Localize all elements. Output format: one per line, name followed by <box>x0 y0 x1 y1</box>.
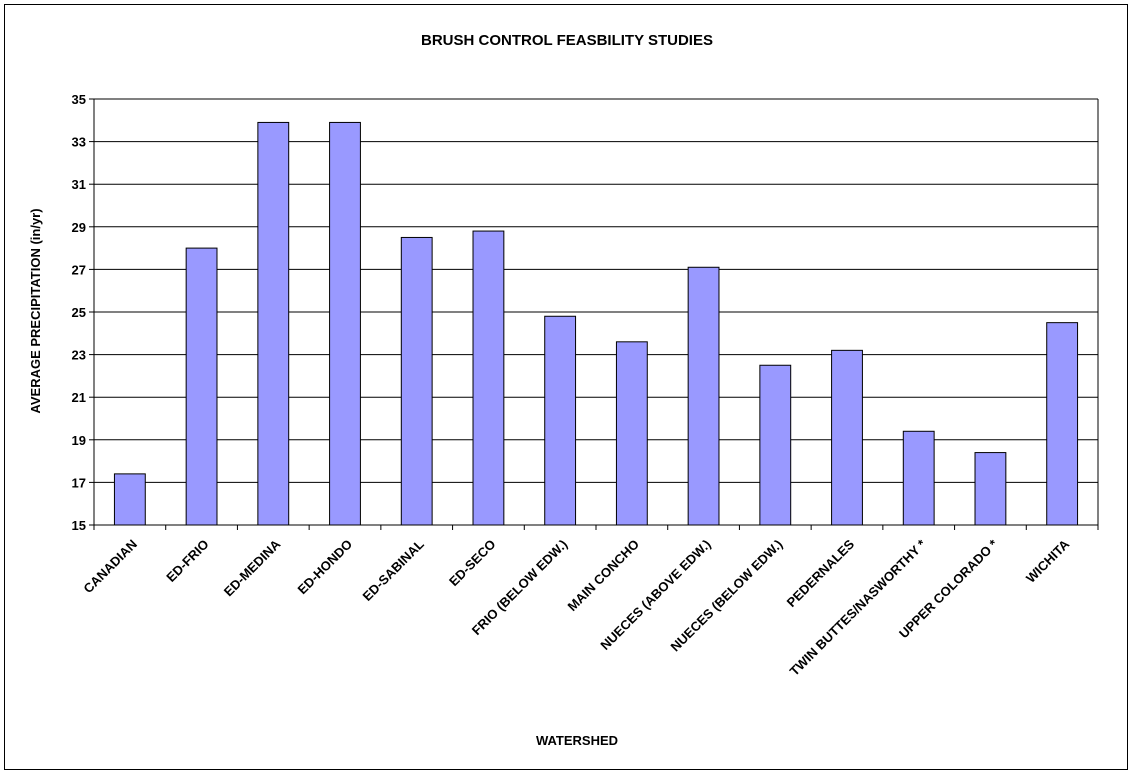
bars <box>113 121 1079 526</box>
x-tick-label: CANADIAN <box>80 537 140 597</box>
x-tick-label: TWIN BUTTES/NASWORTHY * <box>787 536 930 679</box>
y-tick-label: 35 <box>72 92 86 107</box>
x-tick-label: MAIN CONCHO <box>564 537 642 615</box>
x-tick-label: WICHITA <box>1023 536 1073 586</box>
x-axis-title: WATERSHED <box>536 733 618 748</box>
bar <box>974 452 1007 526</box>
x-tick-label: ED-HONDO <box>294 537 355 598</box>
x-tick-label: ED-SECO <box>446 537 498 589</box>
x-tick-label: ED-SABINAL <box>360 536 427 603</box>
y-tick-label: 31 <box>72 177 86 192</box>
bar <box>687 266 720 526</box>
y-tick-labels: 15 17 19 21 23 25 27 29 31 33 35 <box>72 92 86 533</box>
bar <box>113 473 146 526</box>
gridlines <box>94 98 1098 526</box>
x-tick-labels: CANADIAN ED-FRIO ED-MEDINA ED-HONDO ED-SABIN… <box>80 536 1072 679</box>
x-tick-label: ED-FRIO <box>163 537 211 585</box>
x-tick-label: PEDERNALES <box>784 536 858 610</box>
y-tick-label: 33 <box>72 135 86 150</box>
y-tick-label: 19 <box>72 433 86 448</box>
y-tick-label: 15 <box>72 518 86 533</box>
bar <box>615 341 648 526</box>
y-tick-label: 29 <box>72 220 86 235</box>
bar <box>400 236 433 526</box>
y-tick-label: 23 <box>72 348 86 363</box>
bar <box>472 230 505 526</box>
x-tick-label: ED-MEDINA <box>221 536 284 599</box>
y-tick-label: 21 <box>72 390 86 405</box>
bar <box>759 364 792 526</box>
axes <box>89 98 1099 530</box>
bar <box>329 121 361 526</box>
bar <box>544 315 577 526</box>
chart-title: BRUSH CONTROL FEASBILITY STUDIES <box>421 32 713 49</box>
y-axis-title: AVERAGE PRECIPITATION (in/yr) <box>28 208 43 413</box>
bar <box>257 121 290 526</box>
bar <box>185 247 218 526</box>
bar <box>902 430 935 526</box>
bar <box>831 349 863 526</box>
bar <box>1046 322 1079 526</box>
y-tick-label: 17 <box>72 475 86 490</box>
y-tick-label: 25 <box>72 305 86 320</box>
y-tick-label: 27 <box>72 262 86 277</box>
